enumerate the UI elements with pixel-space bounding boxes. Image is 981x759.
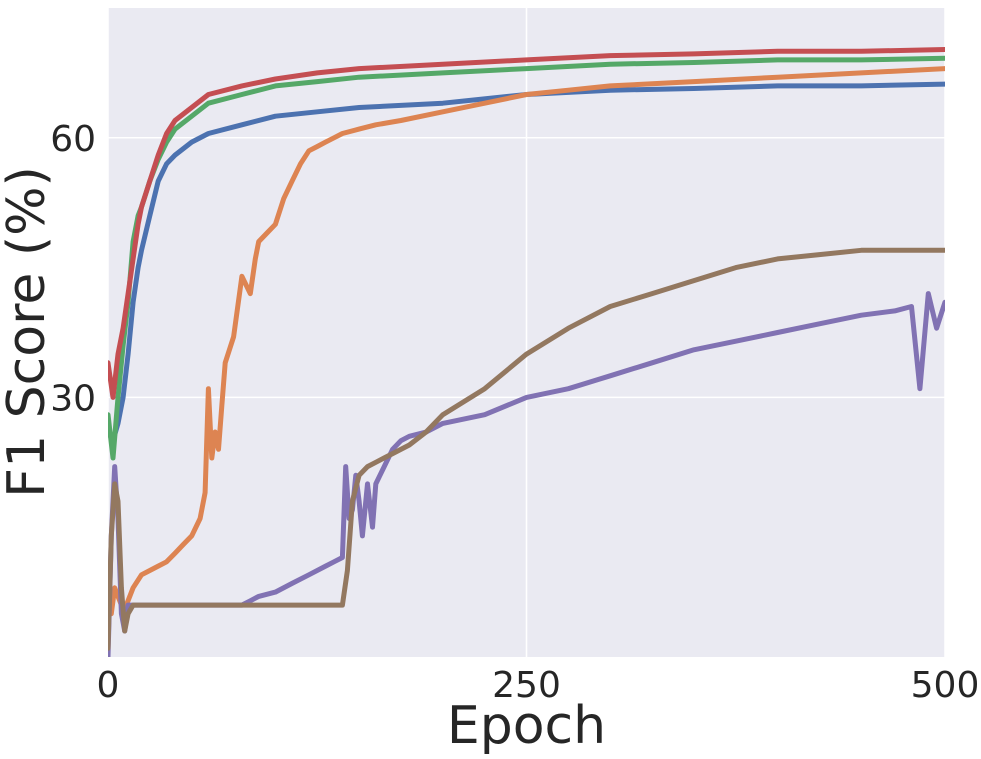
y-tick-labels: 30 60 <box>50 119 96 420</box>
x-tick-label-0: 0 <box>97 665 120 706</box>
y-tick-label-1: 60 <box>50 119 96 160</box>
x-tick-label-1: 250 <box>492 665 561 706</box>
series-line-1 <box>108 66 945 617</box>
x-tick-labels: 0 250 500 <box>97 665 980 706</box>
y-tick-label-0: 30 <box>50 378 96 419</box>
x-tick-label-2: 500 <box>911 665 980 706</box>
series-line-5 <box>108 247 945 651</box>
series-line-3 <box>108 47 945 400</box>
x-axis-label: Epoch <box>447 696 606 756</box>
series-line-0 <box>108 81 945 444</box>
y-axis-label: F1 Score (%) <box>0 166 57 498</box>
series-lines <box>108 47 945 657</box>
